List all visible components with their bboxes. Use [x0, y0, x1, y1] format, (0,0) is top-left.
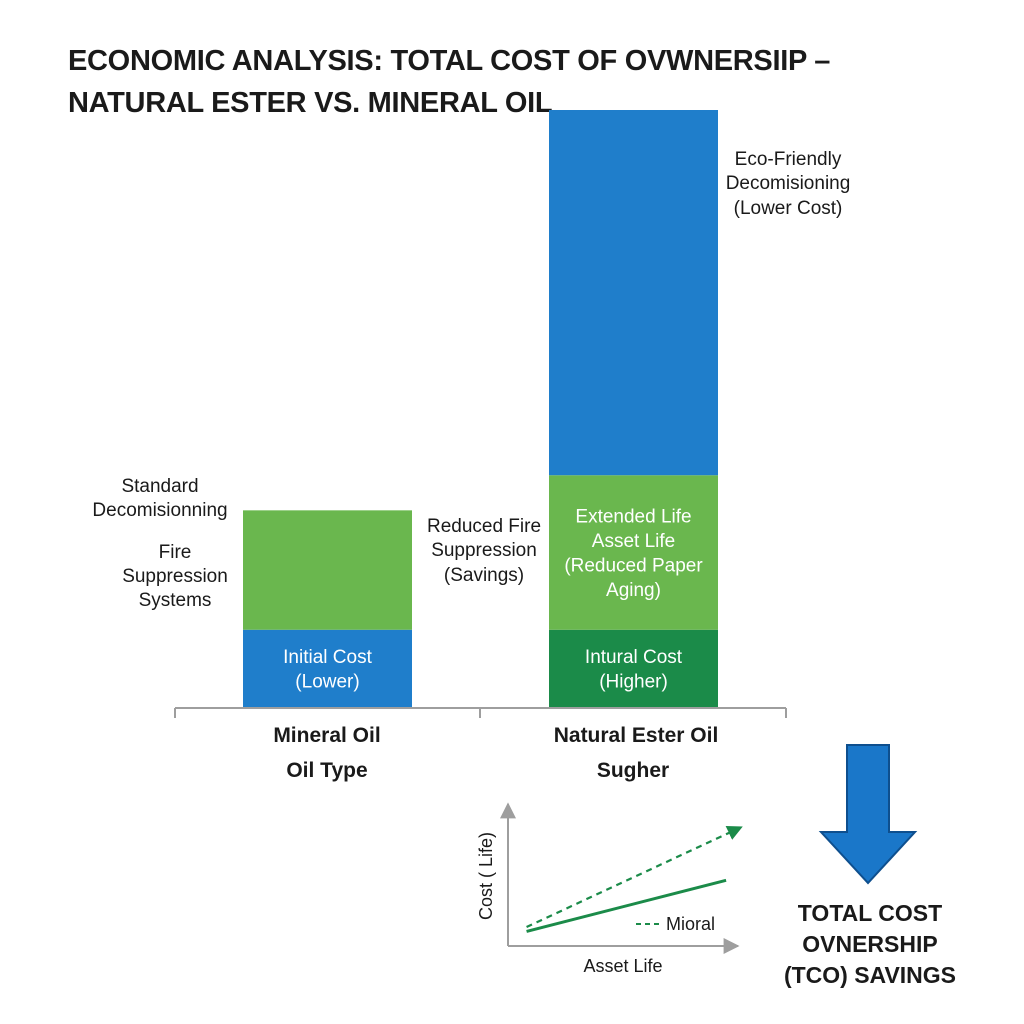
annotation-line: Fire: [159, 542, 192, 563]
stacked-bars: Initial Cost (Lower) Intural Cost (Higher) E…: [243, 110, 718, 707]
bar-segment-natural-ester-oil-0: [549, 629, 718, 707]
bar-segment-label: Extended Life: [575, 507, 691, 528]
category-label-natural-ester-oil: Natural Ester Oil: [554, 724, 719, 747]
annotation-line: Standard: [121, 476, 198, 497]
annotation-line: Eco-Friendly: [735, 149, 842, 170]
bar-segment-label: Asset Life: [592, 531, 675, 552]
tco-line-1: TOTAL COST: [797, 900, 943, 926]
inset-x-axis-label: Asset Life: [583, 956, 662, 976]
chart-title: ECONOMIC ANALYSIS: TOTAL COST OF OVWNERS…: [68, 40, 830, 124]
tco-savings-label: TOTAL COST OVNERSHIP (TCO) SAVINGS: [760, 898, 980, 991]
legend-label-mioral: Mioral: [666, 914, 715, 934]
bar-segment-label: (Higher): [599, 672, 668, 693]
annotation-line: Suppression: [122, 566, 228, 587]
bar-segment-natural-ester-oil-1: [549, 475, 718, 630]
chart-title-line-1: ECONOMIC ANALYSIS: TOTAL COST OF OVWNERS…: [68, 45, 831, 77]
bar-baseline: [174, 707, 787, 718]
annotation-line: (Lower Cost): [734, 198, 843, 219]
annotation-line: Reduced Fire: [427, 516, 541, 537]
bar-segment-label: (Lower): [295, 672, 359, 693]
tco-savings-down-arrow-icon: [818, 744, 918, 885]
bar-segment-label: Aging): [606, 580, 661, 601]
category-label-mineral-oil: Mineral Oil: [273, 724, 380, 747]
annotation-standard-decommissioning: Standard Decomisionning: [92, 476, 227, 521]
annotation-fire-suppression-systems: Fire Suppression Systems: [122, 542, 228, 611]
inset-series: [526, 825, 743, 933]
chart-title-line-2: NATURAL ESTER VS. MINERAL OIL: [68, 87, 553, 119]
annotation-line: (Savings): [444, 565, 524, 586]
inset-line-natural-ester: [526, 878, 727, 933]
bar-segment-natural-ester-oil-2: [549, 110, 718, 476]
category-sublabel-oil-type: Oil Type: [286, 759, 367, 782]
bar-segment-mineral-oil-0: [243, 629, 412, 707]
tco-line-2: OVNERSHIP: [802, 931, 938, 957]
annotation-line: Decomisionning: [92, 500, 227, 521]
inset-line-mioral: [526, 825, 743, 929]
category-sublabel-sugher: Sugher: [597, 759, 669, 782]
annotation-line: Decomisioning: [726, 173, 851, 194]
inset-y-axis-label: Cost ( Life): [476, 832, 496, 920]
annotation-line: Systems: [139, 590, 212, 611]
bar-segment-label: Intural Cost: [585, 647, 683, 668]
annotation-eco-friendly-decommissioning: Eco-Friendly Decomisioning (Lower Cost): [726, 149, 851, 219]
tco-line-3: (TCO) SAVINGS: [783, 962, 957, 988]
annotation-reduced-fire-suppression: Reduced Fire Suppression (Savings): [427, 516, 541, 586]
bar-segment-mineral-oil-1: [243, 510, 412, 630]
bar-segment-label: Initial Cost: [283, 647, 372, 668]
bar-segment-label: (Reduced Paper: [564, 556, 703, 577]
annotation-line: Suppression: [431, 540, 537, 561]
inset-line-chart: Mioral Asset Life Cost ( Life): [476, 802, 743, 976]
